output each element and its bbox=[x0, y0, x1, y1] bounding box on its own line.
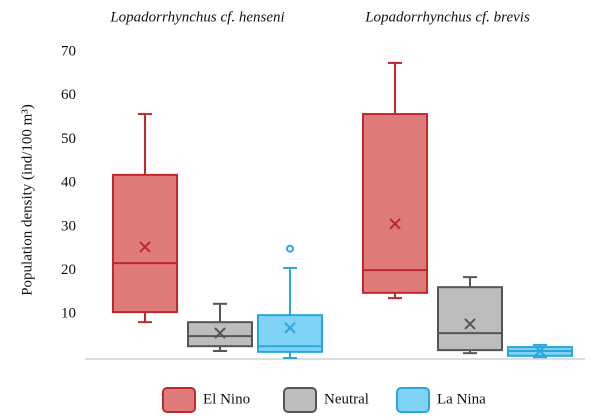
legend-swatch bbox=[396, 387, 430, 413]
box-group bbox=[507, 343, 573, 359]
legend-label: La Nina bbox=[437, 391, 486, 407]
box-group bbox=[362, 61, 428, 300]
legend-label: Neutral bbox=[324, 391, 369, 407]
y-tick-label: 30 bbox=[61, 218, 76, 234]
box-group bbox=[437, 276, 503, 355]
category-title: Lopadorrhynchus cf. henseni bbox=[109, 9, 284, 25]
y-tick-label: 70 bbox=[61, 43, 76, 59]
mean-marker bbox=[534, 345, 546, 357]
mean-marker bbox=[214, 327, 226, 339]
box-group bbox=[112, 113, 178, 324]
box-group bbox=[187, 302, 253, 353]
y-tick-label: 40 bbox=[61, 175, 76, 191]
mean-marker bbox=[139, 241, 151, 253]
category-title: Lopadorrhynchus cf. brevis bbox=[364, 9, 530, 25]
box bbox=[437, 286, 503, 352]
box bbox=[362, 113, 428, 294]
mean-marker bbox=[389, 218, 401, 230]
legend-swatch bbox=[283, 387, 317, 413]
y-tick-label: 50 bbox=[61, 131, 76, 147]
mean-marker bbox=[284, 322, 296, 334]
y-tick-label: 60 bbox=[61, 87, 76, 103]
box-group bbox=[257, 244, 323, 359]
mean-marker bbox=[464, 318, 476, 330]
box bbox=[112, 173, 178, 314]
legend-swatch bbox=[162, 387, 196, 413]
legend-label: El Nino bbox=[203, 391, 250, 407]
outlier bbox=[286, 244, 294, 253]
y-axis-label: Population density (ind/100 m³) bbox=[19, 104, 35, 296]
y-tick-label: 10 bbox=[61, 306, 76, 322]
y-tick-label: 20 bbox=[61, 262, 76, 278]
